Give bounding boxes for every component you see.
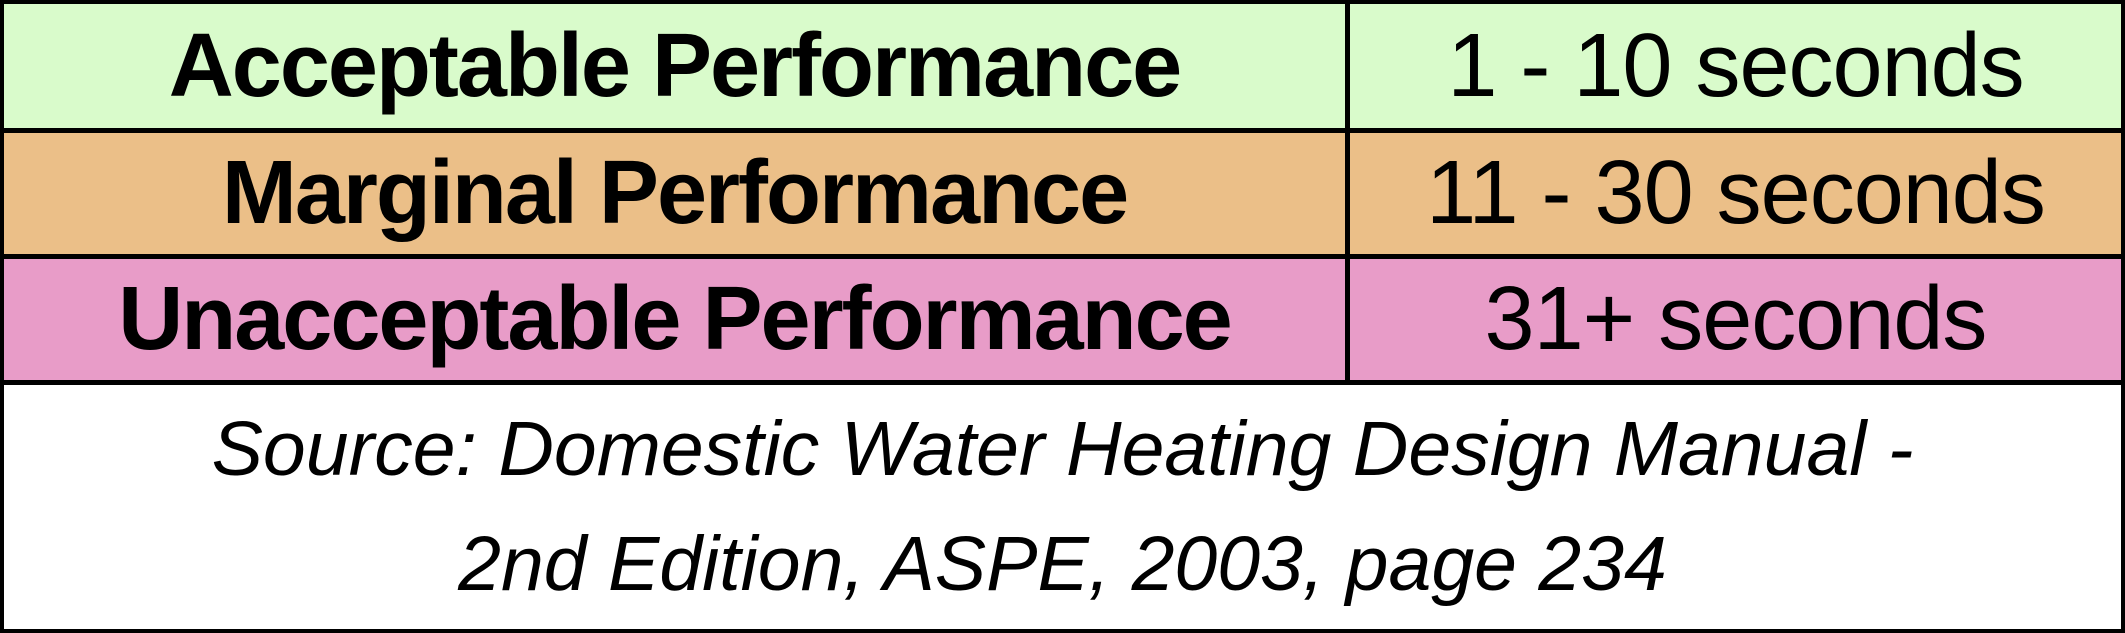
marginal-performance-value: 11 - 30 seconds [1426, 143, 2046, 243]
table-row-acceptable: Acceptable Performance 1 - 10 seconds [4, 4, 2121, 133]
acceptable-performance-value: 1 - 10 seconds [1447, 15, 2024, 116]
source-citation-line2: 2nd Edition, ASPE, 2003, page 234 [458, 521, 1667, 607]
table-row-marginal: Marginal Performance 11 - 30 seconds [4, 133, 2121, 259]
source-citation-line1: Source: Domestic Water Heating Design Ma… [211, 406, 1914, 492]
table-row-unacceptable: Unacceptable Performance 31+ seconds [4, 259, 2121, 385]
unacceptable-performance-label: Unacceptable Performance [4, 259, 1350, 380]
unacceptable-performance-value: 31+ seconds [1484, 269, 1988, 369]
acceptable-performance-label: Acceptable Performance [4, 4, 1350, 128]
marginal-performance-label: Marginal Performance [4, 133, 1350, 254]
source-citation: Source: Domestic Water Heating Design Ma… [4, 385, 2121, 629]
